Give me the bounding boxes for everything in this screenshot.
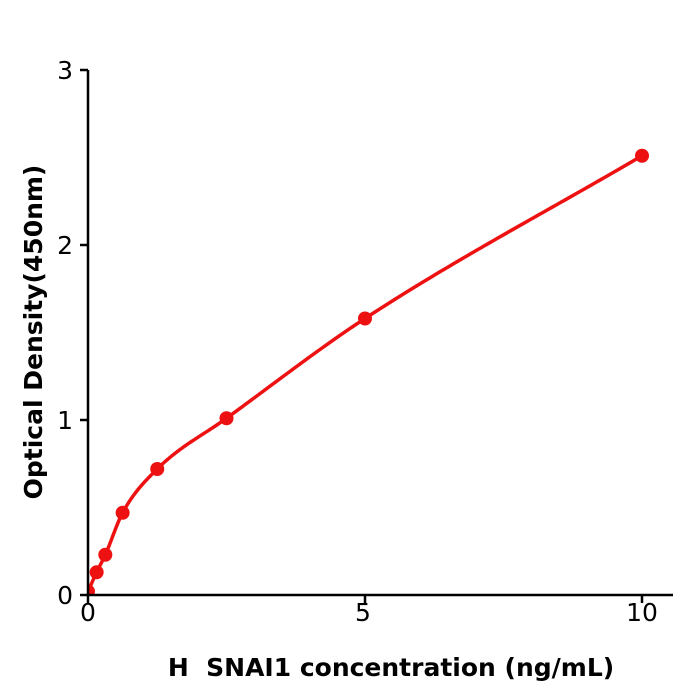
- axes-layer: [80, 68, 674, 603]
- x-tick-label-0: 0: [80, 598, 96, 627]
- data-point: [88, 584, 95, 595]
- data-point: [115, 505, 130, 520]
- data-point: [150, 462, 165, 476]
- data-point: [635, 148, 649, 163]
- y-tick-label-1: 1: [57, 406, 73, 435]
- data-points: [88, 148, 649, 595]
- y-tick-label-3: 3: [57, 56, 73, 85]
- y-tick-label-2: 2: [57, 231, 73, 260]
- y-tick-label-0: 0: [57, 581, 73, 610]
- x-axis-title: H SNAI1 concentration (ng/mL): [168, 653, 614, 682]
- data-point: [358, 311, 372, 326]
- x-tick-label-5: 5: [355, 598, 371, 627]
- data-layer: [88, 148, 649, 595]
- data-point: [98, 547, 113, 562]
- fit-curve: [88, 154, 644, 594]
- data-point: [89, 565, 104, 580]
- y-axis-title: Optical Density(450nm): [19, 165, 48, 500]
- x-tick-label-10: 10: [626, 598, 658, 627]
- data-point: [219, 411, 234, 426]
